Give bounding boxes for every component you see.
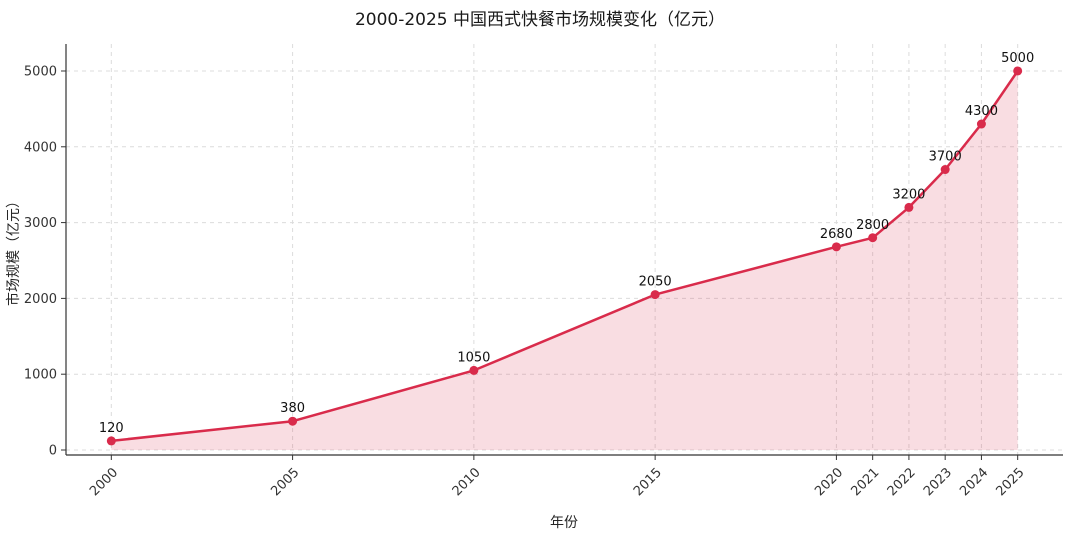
data-point-marker — [650, 290, 660, 300]
y-axis-label: 市场规模（亿元） — [5, 194, 22, 306]
data-point-marker — [1013, 66, 1023, 76]
x-tick-label: 2020 — [812, 465, 846, 499]
chart-title: 2000-2025 中国西式快餐市场规模变化（亿元） — [355, 10, 725, 30]
x-tick-label: 2015 — [631, 465, 665, 499]
x-tick-label: 2023 — [921, 465, 955, 499]
x-axis-label: 年份 — [550, 515, 578, 531]
x-tick-label: 2022 — [885, 465, 919, 499]
data-point-marker — [469, 365, 479, 375]
y-tick-label: 3000 — [24, 216, 57, 231]
data-point-label: 4300 — [965, 104, 998, 119]
data-point-marker — [106, 436, 116, 446]
data-point-label: 2680 — [820, 227, 853, 242]
data-point-marker — [831, 242, 841, 252]
data-point-marker — [904, 202, 914, 212]
data-point-label: 2800 — [856, 218, 889, 233]
x-tick-label: 2025 — [994, 465, 1028, 499]
x-tick-label: 2010 — [450, 465, 484, 499]
y-tick-label: 4000 — [24, 140, 57, 155]
y-tick-label: 5000 — [24, 64, 57, 79]
x-tick-label: 2000 — [87, 465, 121, 499]
data-point-marker — [976, 119, 986, 129]
data-point-label: 3200 — [892, 187, 925, 202]
data-point-marker — [288, 416, 298, 426]
data-point-label: 1050 — [457, 350, 490, 365]
x-tick-label: 2024 — [957, 465, 991, 499]
y-tick-label: 0 — [49, 443, 57, 458]
x-tick-label: 2005 — [268, 465, 302, 499]
x-tick-label: 2021 — [848, 465, 882, 499]
y-tick-label: 1000 — [24, 368, 57, 383]
data-point-label: 3700 — [929, 150, 962, 165]
data-point-label: 120 — [99, 421, 124, 436]
area-fill — [111, 71, 1018, 450]
data-point-marker — [940, 165, 950, 175]
data-line — [110, 69, 1019, 443]
data-point-label: 2050 — [639, 275, 672, 290]
data-point-marker — [868, 233, 878, 243]
data-point-label: 5000 — [1001, 51, 1034, 66]
y-tick-label: 2000 — [24, 292, 57, 307]
data-point-label: 380 — [280, 401, 305, 416]
